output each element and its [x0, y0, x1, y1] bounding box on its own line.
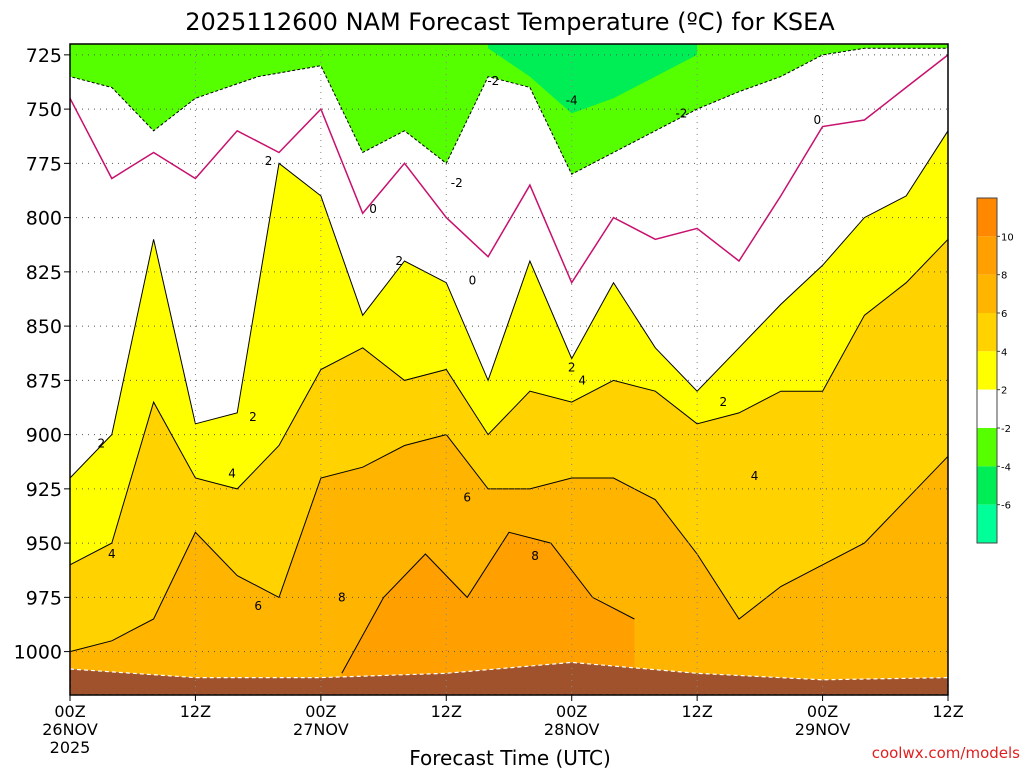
contour-label: -4	[566, 93, 578, 107]
frame-border	[69, 43, 949, 696]
contour-label: 4	[108, 547, 116, 561]
colorbar-label: -6	[1001, 501, 1011, 512]
x-tick-label: 12Z	[681, 702, 712, 721]
contour-label: 4	[578, 373, 586, 387]
chart-title: 2025112600 NAM Forecast Temperature (ºC)…	[185, 8, 835, 36]
colorbar-legend: 10 8 6 4 2 -2 -4 -6	[976, 197, 1014, 544]
colorbar-label: 4	[1001, 347, 1007, 358]
contour-label: 4	[751, 469, 759, 483]
colorbar-swatch	[977, 466, 997, 505]
x-tick-label: 00Z	[556, 702, 587, 721]
contour-label: 8	[338, 590, 346, 604]
x-tick-label: 28NOV	[544, 720, 600, 739]
contour-label: 2	[395, 254, 403, 268]
contour-label: -2	[487, 74, 499, 88]
colorbar-label: 6	[1001, 309, 1007, 320]
band-minus4-minus2	[69, 43, 949, 175]
colorbar-swatch	[977, 351, 997, 390]
y-tick-label: 875	[26, 370, 62, 392]
colorbar-swatch	[977, 313, 997, 352]
colorbar-label: 2	[1001, 386, 1007, 397]
y-tick-label: 975	[26, 587, 62, 609]
colorbar-swatch	[977, 428, 997, 467]
x-axis-title: Forecast Time (UTC)	[409, 746, 611, 768]
y-axis: 725 750 775 800 825 850 875 900 925 950 975 1000	[14, 45, 70, 664]
contour-label: -2	[675, 106, 687, 120]
contour-2c	[69, 130, 949, 479]
contour-label: 2	[265, 154, 273, 168]
x-tick-label: 00Z	[54, 702, 85, 721]
contour-label: 8	[531, 549, 539, 563]
y-tick-label: 750	[26, 99, 62, 121]
x-tick-label: 29NOV	[795, 720, 851, 739]
colorbar-label: 8	[1001, 271, 1007, 282]
colorbar-label: -2	[1001, 424, 1011, 435]
band-minus6-minus4	[488, 44, 698, 114]
watermark-link[interactable]: coolwx.com/models	[872, 744, 1020, 762]
y-tick-label: 950	[26, 533, 62, 555]
y-tick-label: 1000	[14, 642, 62, 664]
x-tick-label: 00Z	[305, 702, 336, 721]
band-8c	[341, 532, 635, 695]
x-tick-label: 12Z	[180, 702, 211, 721]
y-tick-label: 850	[26, 316, 62, 338]
contour-label: 2	[568, 360, 576, 374]
plot-frame	[69, 43, 949, 696]
x-tick-label: 12Z	[431, 702, 462, 721]
x-tick-label: 27NOV	[293, 720, 349, 739]
colorbar-border	[976, 197, 998, 544]
ground-surface-fill	[69, 661, 949, 696]
colorbar-swatch	[977, 274, 997, 313]
colorbar-swatch	[977, 504, 997, 543]
contour-8c	[341, 531, 635, 674]
colorbar-label: 10	[1001, 232, 1014, 243]
x-tick-label: 12Z	[932, 702, 963, 721]
y-tick-label: 900	[26, 425, 62, 447]
contour-label: 2	[719, 395, 727, 409]
y-tick-label: 725	[26, 45, 62, 67]
contour-label: 0	[814, 113, 822, 127]
y-tick-label: 775	[26, 153, 62, 175]
contour-label: 6	[254, 599, 262, 613]
colorbar-swatch	[977, 236, 997, 275]
contour-label: 2	[98, 436, 106, 450]
x-tick-label: 2025	[50, 738, 91, 757]
contour-label: 6	[463, 491, 471, 505]
colorbar-swatch	[977, 198, 997, 237]
x-tick-label: 26NOV	[42, 720, 98, 739]
contour-label: 2	[249, 410, 257, 424]
contour-label: 4	[228, 467, 236, 481]
contour-0c	[69, 54, 949, 285]
contour-4c	[69, 238, 949, 566]
colorbar-label: -4	[1001, 462, 1011, 473]
y-tick-label: 925	[26, 479, 62, 501]
y-tick-label: 800	[26, 208, 62, 230]
x-tick-label: 00Z	[807, 702, 838, 721]
grid-lines	[69, 44, 949, 695]
ground-surface	[69, 661, 949, 696]
colorbar-swatch	[977, 389, 997, 428]
contour-label: -2	[451, 176, 463, 190]
contour-label: 0	[369, 202, 377, 216]
contour-label: 0	[469, 274, 477, 288]
y-tick-label: 825	[26, 262, 62, 284]
